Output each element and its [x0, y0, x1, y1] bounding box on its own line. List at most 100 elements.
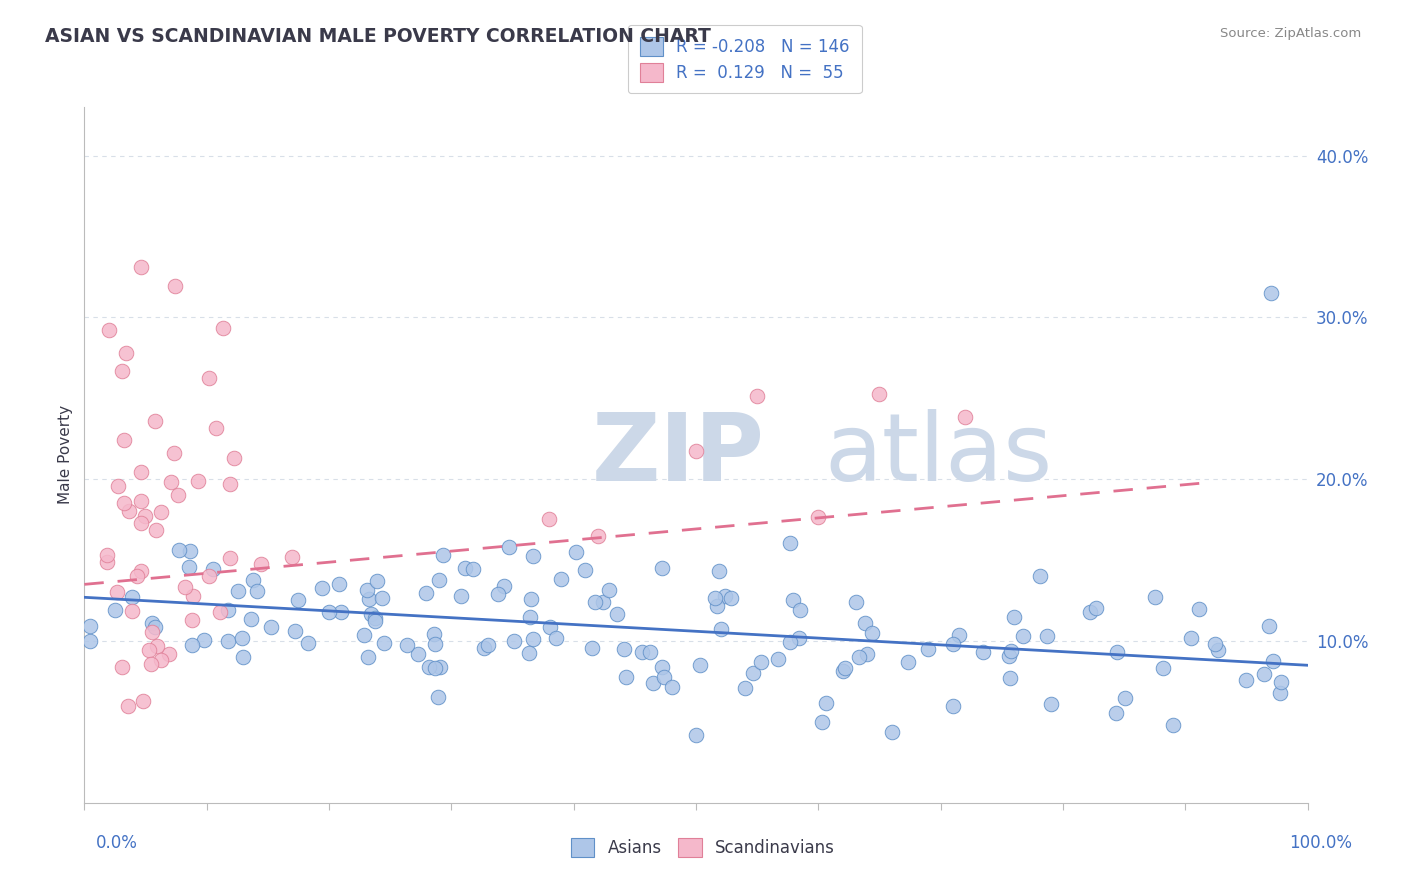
Point — [427, 690, 450, 704]
Point — [111, 659, 134, 673]
Point — [811, 715, 834, 730]
Point — [598, 583, 620, 598]
Point — [159, 475, 181, 490]
Point — [174, 581, 197, 595]
Point — [131, 494, 153, 508]
Point — [1161, 718, 1184, 732]
Point — [869, 387, 891, 401]
Point — [948, 628, 970, 642]
Point — [685, 444, 707, 458]
Point — [856, 648, 879, 662]
Legend: Asians, Scandinavians: Asians, Scandinavians — [564, 831, 842, 864]
Point — [143, 414, 166, 428]
Point — [1270, 675, 1292, 690]
Point — [1258, 619, 1281, 633]
Point — [330, 606, 353, 620]
Y-axis label: Male Poverty: Male Poverty — [58, 405, 73, 505]
Text: 0.0%: 0.0% — [96, 834, 138, 852]
Point — [834, 661, 856, 675]
Point — [614, 670, 637, 684]
Point — [209, 605, 232, 619]
Point — [734, 681, 756, 696]
Point — [581, 640, 603, 655]
Point — [132, 694, 155, 708]
Point — [550, 572, 572, 586]
Point — [714, 589, 737, 603]
Point — [250, 557, 273, 571]
Point — [115, 345, 138, 359]
Point — [146, 640, 169, 654]
Point — [472, 640, 495, 655]
Point — [97, 323, 120, 337]
Point — [1234, 673, 1257, 687]
Point — [630, 645, 652, 659]
Point — [159, 647, 181, 661]
Point — [118, 504, 141, 518]
Point — [139, 657, 162, 671]
Point — [117, 698, 139, 713]
Point — [749, 655, 772, 669]
Text: 100.0%: 100.0% — [1289, 834, 1353, 852]
Point — [79, 634, 101, 648]
Point — [112, 496, 135, 510]
Point — [219, 551, 242, 566]
Point — [519, 609, 541, 624]
Point — [211, 321, 233, 335]
Point — [651, 561, 673, 575]
Point — [281, 550, 304, 565]
Point — [198, 371, 221, 385]
Point — [583, 595, 606, 609]
Point — [129, 260, 152, 274]
Point — [163, 446, 186, 460]
Point — [787, 631, 810, 645]
Point — [1261, 654, 1284, 668]
Point — [661, 680, 683, 694]
Point — [311, 581, 333, 595]
Point — [586, 529, 609, 543]
Point — [205, 421, 228, 435]
Point — [181, 613, 204, 627]
Text: Source: ZipAtlas.com: Source: ZipAtlas.com — [1220, 27, 1361, 40]
Point — [371, 591, 394, 605]
Point — [953, 409, 976, 424]
Point — [127, 569, 149, 583]
Point — [129, 564, 152, 578]
Point — [364, 610, 387, 624]
Text: atlas: atlas — [824, 409, 1053, 501]
Point — [689, 658, 711, 673]
Point — [284, 624, 307, 638]
Point — [1084, 601, 1107, 615]
Point — [149, 504, 172, 518]
Point — [1029, 569, 1052, 583]
Point — [364, 614, 387, 628]
Point — [224, 450, 246, 465]
Point — [141, 624, 163, 639]
Point — [1206, 642, 1229, 657]
Point — [107, 479, 129, 493]
Point — [1152, 661, 1174, 675]
Point — [450, 589, 472, 603]
Point — [685, 728, 707, 742]
Point — [486, 587, 509, 601]
Point — [651, 660, 673, 674]
Point — [1000, 672, 1022, 686]
Point — [373, 636, 395, 650]
Point — [318, 605, 340, 619]
Point — [1188, 601, 1211, 615]
Point — [360, 607, 382, 621]
Point — [406, 647, 429, 661]
Point — [538, 620, 561, 634]
Point — [546, 632, 568, 646]
Point — [853, 616, 876, 631]
Point — [720, 591, 742, 605]
Point — [427, 573, 450, 587]
Text: ASIAN VS SCANDINAVIAN MALE POVERTY CORRELATION CHART: ASIAN VS SCANDINAVIAN MALE POVERTY CORRE… — [45, 27, 711, 45]
Point — [418, 660, 440, 674]
Point — [425, 638, 447, 652]
Point — [395, 638, 418, 652]
Point — [79, 619, 101, 633]
Point — [848, 649, 870, 664]
Point — [574, 563, 596, 577]
Point — [454, 561, 477, 575]
Point — [1253, 667, 1275, 681]
